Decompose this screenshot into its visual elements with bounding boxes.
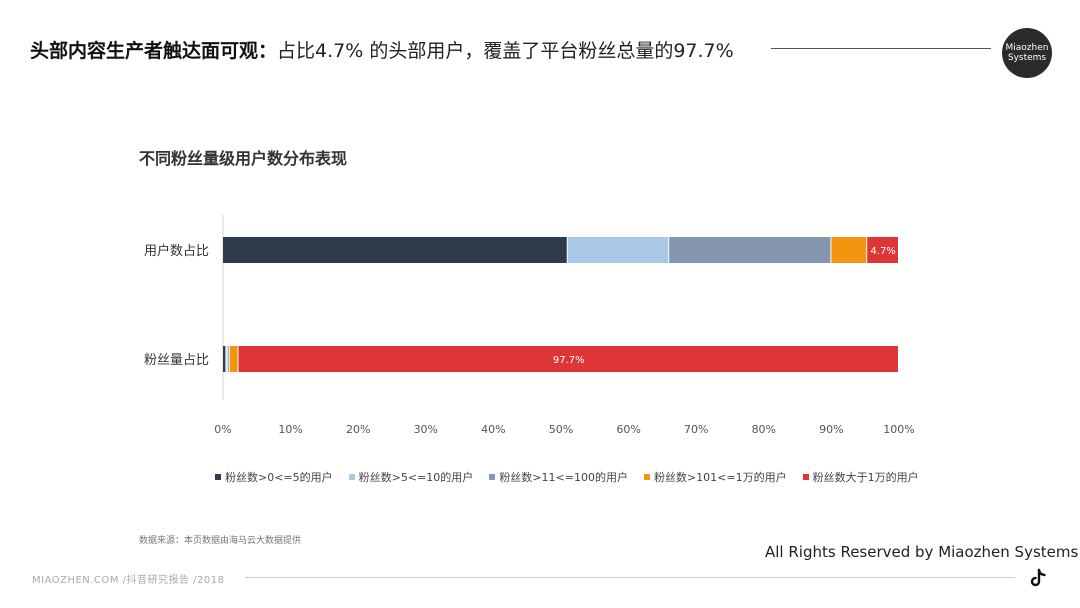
x-tick-label: 20%	[346, 423, 370, 436]
bar-segment	[567, 237, 669, 263]
legend-item: 粉丝数>11<=100的用户	[489, 469, 628, 485]
category-label: 粉丝量占比	[144, 353, 209, 368]
legend-item: 粉丝数大于1万的用户	[802, 469, 919, 485]
bar-segment	[223, 237, 567, 263]
bar-segment	[223, 346, 226, 372]
chart-title: 不同粉丝量级用户数分布表现	[139, 149, 348, 168]
bar-segment	[867, 237, 898, 263]
x-tick-label: 60%	[616, 423, 640, 436]
rights-text: All Rights Reserved by Miaozhen Systems	[765, 543, 1079, 561]
legend-swatch	[489, 474, 496, 480]
data-label: 4.7%	[870, 246, 895, 257]
category-label: 用户数占比	[144, 243, 209, 259]
x-tick-label: 0%	[214, 423, 231, 436]
legend-swatch	[348, 474, 355, 480]
x-tick-label: 80%	[752, 423, 776, 436]
footer-rule	[245, 577, 1015, 578]
x-tick-label: 70%	[684, 423, 708, 436]
data-label: 97.7%	[553, 355, 585, 366]
bar-segment	[238, 346, 899, 372]
bar-segment	[227, 346, 229, 372]
x-tick-label: 40%	[481, 423, 505, 436]
x-tick-label: 50%	[549, 423, 573, 436]
chart-legend: 粉丝数>0<=5的用户 粉丝数>5<=10的用户 粉丝数>11<=100的用户 粉丝数…	[215, 469, 919, 485]
bar-segment	[831, 237, 867, 263]
legend-swatch	[802, 474, 809, 480]
x-tick-label: 30%	[414, 423, 438, 436]
legend-item: 粉丝数>5<=10的用户	[348, 469, 474, 485]
legend-label: 粉丝数>101<=1万的用户	[653, 471, 787, 484]
legend-item: 粉丝数>0<=5的用户	[215, 469, 333, 485]
legend-label: 粉丝数>0<=5的用户	[225, 471, 333, 484]
miaozhen-logo: Miaozhen Systems	[1002, 28, 1052, 78]
x-tick-label: 100%	[883, 423, 914, 436]
bar-segment	[229, 346, 238, 372]
headline-rest: 占比4.7% 的头部用户，覆盖了平台粉丝总量的97.7%	[277, 40, 734, 62]
tiktok-icon	[1030, 568, 1046, 587]
headline-bold: 头部内容生产者触达面可观：	[30, 40, 278, 62]
logo-line2: Systems	[1007, 53, 1047, 63]
legend-label: 粉丝数>5<=10的用户	[358, 471, 474, 484]
logo-line1: Miaozhen	[1005, 43, 1049, 53]
legend-label: 粉丝数大于1万的用户	[812, 471, 919, 484]
footer-text: MIAOZHEN.COM /抖音研究报告 /2018	[32, 575, 225, 586]
source-note: 数据来源：本页数据由海马云大数据提供	[139, 536, 302, 546]
header-rule	[771, 48, 991, 49]
legend-swatch	[643, 474, 650, 480]
legend-label: 粉丝数>11<=100的用户	[499, 471, 628, 484]
legend-item: 粉丝数>101<=1万的用户	[643, 469, 787, 485]
headline: 头部内容生产者触达面可观：占比4.7% 的头部用户，覆盖了平台粉丝总量的97.7…	[30, 36, 734, 63]
x-tick-label: 90%	[819, 423, 843, 436]
bar-segment	[669, 237, 831, 263]
legend-swatch	[215, 474, 221, 480]
x-tick-label: 10%	[278, 423, 302, 436]
